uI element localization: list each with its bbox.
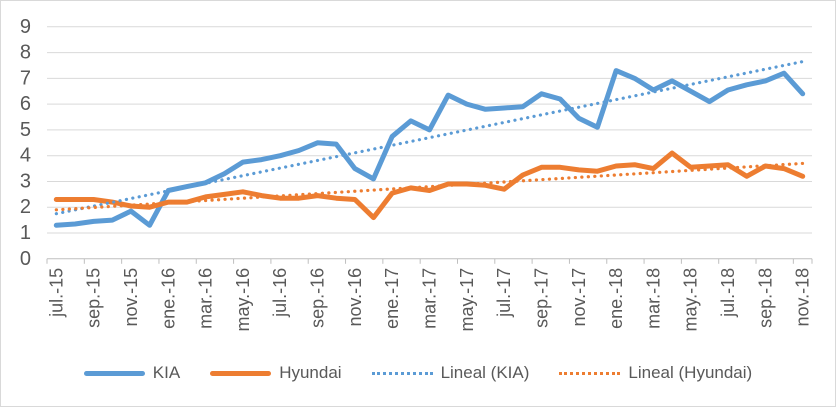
y-axis-tick-label: 4 [20, 145, 31, 167]
x-axis-tick-label: ene.-18 [606, 268, 626, 329]
legend-label-kia: KIA [152, 363, 181, 382]
y-axis-tick-label: 0 [20, 248, 31, 270]
y-axis-tick-label: 2 [20, 196, 31, 218]
x-axis-tick-label: may.-17 [457, 268, 477, 332]
x-axis-tick-label: mar.-17 [420, 268, 440, 329]
x-axis-tick-label: sep.-18 [755, 268, 775, 328]
x-axis-tick-label: ene.-16 [158, 268, 178, 329]
y-axis-tick-label: 1 [20, 222, 31, 244]
x-axis-tick-label: may.-16 [233, 268, 253, 332]
lineal-hyundai-line-sample [559, 371, 621, 375]
x-axis-tick-label: nov.-15 [121, 268, 141, 327]
legend-label-hyundai: Hyundai [279, 363, 342, 382]
x-axis-tick-label: mar.-18 [643, 268, 663, 329]
x-axis-tick-label: jul.-15 [46, 268, 66, 318]
x-axis-tick-label: sep.-15 [84, 268, 104, 328]
chart-legend: KIA Hyundai Lineal (KIA) Lineal (Hyundai… [1, 355, 835, 391]
hyundai-line-sample [210, 370, 272, 376]
y-axis-tick-label: 9 [20, 16, 31, 38]
lineal-kia-line-sample [371, 371, 433, 375]
lineal-hyundai--trendline [54, 161, 805, 212]
line-chart-plot-area: 0 1 2 3 4 5 6 7 8 9 jul.-15 sep.-15 nov.-15 ene.-16 ma… [20, 16, 813, 332]
x-axis-tick-label: sep.-16 [308, 268, 328, 328]
kia-line-sample [83, 370, 145, 376]
x-axis-tick-label: nov.-16 [345, 268, 365, 327]
legend-item-lineal-hyundai: Lineal (Hyundai) [559, 363, 752, 383]
kia-series-line [53, 68, 806, 228]
x-axis-tick-label: nov.-18 [793, 268, 813, 327]
x-axis-tick-label: mar.-16 [196, 268, 216, 329]
x-axis-tick-label: ene.-17 [382, 268, 402, 329]
x-axis-tick-label: nov.-17 [569, 268, 589, 327]
y-axis-tick-label: 5 [20, 119, 31, 141]
x-axis-tick-label: jul.-16 [270, 268, 290, 318]
hyundai-series-line [53, 150, 806, 221]
x-axis-tick-label: jul.-17 [494, 268, 514, 318]
x-axis-tick-label: sep.-17 [531, 268, 551, 328]
legend-item-kia: KIA [83, 363, 181, 383]
y-axis-tick-label: 6 [20, 93, 31, 115]
x-axis-tick-label: jul.-18 [718, 268, 738, 318]
legend-label-lineal-hyundai: Lineal (Hyundai) [628, 363, 753, 382]
y-axis-tick-label: 3 [20, 170, 31, 192]
y-axis-tick-label: 8 [20, 42, 31, 64]
legend-item-lineal-kia: Lineal (KIA) [371, 363, 530, 383]
x-axis-tick-label: may.-18 [681, 268, 701, 332]
y-axis-tick-label: 7 [20, 67, 31, 89]
legend-label-lineal-kia: Lineal (KIA) [440, 363, 530, 382]
legend-item-hyundai: Hyundai [210, 363, 342, 383]
